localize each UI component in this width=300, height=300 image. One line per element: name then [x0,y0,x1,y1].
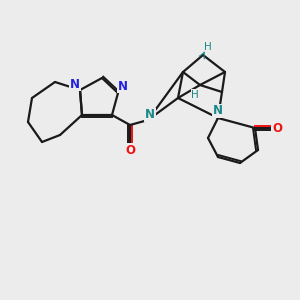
Text: N: N [70,77,80,91]
Text: H: H [191,90,199,100]
Text: N: N [213,104,223,118]
Text: N: N [145,109,155,122]
Text: O: O [272,122,282,134]
Text: N: N [118,80,128,92]
Text: H: H [204,42,212,52]
Text: O: O [125,143,135,157]
